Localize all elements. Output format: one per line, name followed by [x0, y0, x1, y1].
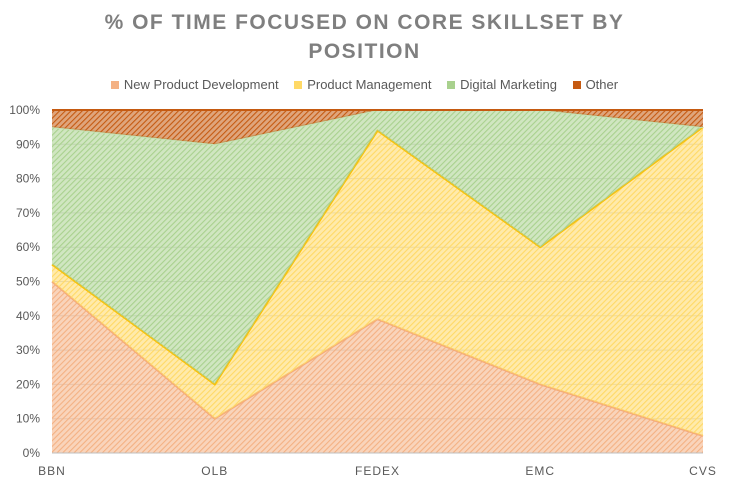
legend-label-digital-marketing: Digital Marketing [460, 77, 557, 93]
legend-item-digital-marketing: Digital Marketing [447, 77, 557, 92]
area-new-product-development [52, 281, 703, 453]
legend-swatch-digital-marketing [447, 80, 456, 89]
y-tick-label: 40% [16, 309, 40, 323]
chart-title-line-1: % OF TIME FOCUSED ON CORE SKILLSET BY [104, 11, 625, 34]
x-tick-label-olb: OLB [201, 464, 228, 478]
legend-item-new-product-development: New Product Development [110, 77, 279, 93]
y-tick-label: 10% [16, 412, 40, 426]
legend-swatch-new-product-development [110, 80, 119, 89]
legend-swatch-product-management [294, 80, 303, 89]
y-tick-label: 0% [23, 446, 41, 460]
area-product-management [52, 127, 703, 436]
legend-item-product-management: Product Management [294, 77, 431, 92]
area-series [51, 109, 704, 453]
axes: 0% 10% 20% 30% 40% 50% 60% 70% 80% 90% 100% BBN OLB F… [9, 103, 717, 478]
y-tick-label: 50% [16, 275, 40, 289]
y-tick-label: 60% [16, 240, 40, 254]
legend-label-new-product-development: New Product Development [123, 77, 279, 93]
y-tick-label: 80% [16, 172, 40, 186]
x-tick-label-bbn: BBN [38, 464, 66, 478]
legend-label-product-management: Product Management [307, 77, 432, 93]
legend: New Product Development Product Manageme… [0, 76, 729, 92]
legend-swatch-other [572, 80, 581, 89]
area-digital-marketing [52, 110, 703, 385]
y-tick-label: 100% [9, 103, 40, 117]
y-tick-label: 30% [16, 343, 40, 357]
x-tick-label-emc: EMC [525, 464, 555, 478]
y-tick-label: 70% [16, 206, 40, 220]
legend-item-other: Other [572, 77, 619, 93]
legend-label-other: Other [585, 77, 619, 93]
y-tick-label: 20% [16, 377, 40, 391]
y-tick-label: 90% [16, 137, 40, 151]
area-other [52, 110, 703, 145]
x-tick-label-fedex: FEDEX [355, 464, 400, 478]
chart-title: % OF TIME FOCUSED ON CORE SKILLSET BY PO… [0, 8, 729, 66]
chart-title-line-2: POSITION [308, 40, 421, 63]
x-tick-label-cvs: CVS [689, 464, 717, 478]
